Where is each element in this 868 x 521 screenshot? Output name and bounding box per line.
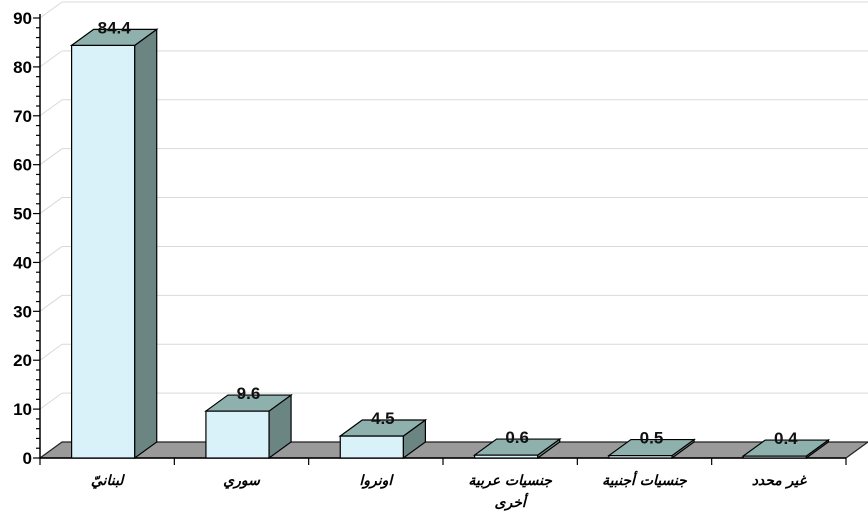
data-labels: 84.4 9.6 4.5 0.6 0.5 0.4 bbox=[98, 18, 799, 448]
category-label-line: اونروا bbox=[359, 473, 394, 489]
y-tick-label: 20 bbox=[13, 351, 32, 370]
category-label: جنسيات عربية أخرى bbox=[468, 473, 553, 511]
gridline-side bbox=[39, 148, 63, 166]
y-tick-label: 80 bbox=[13, 58, 32, 77]
gridlines bbox=[39, 1, 868, 410]
bar-top bbox=[69, 28, 159, 46]
category-label: غير محدد bbox=[752, 473, 808, 489]
gridline-side bbox=[39, 392, 63, 410]
x-axis bbox=[39, 457, 847, 465]
y-tick-label: 30 bbox=[13, 302, 32, 321]
category-label: لبنانيّ bbox=[91, 473, 125, 489]
y-tick-label: 10 bbox=[13, 400, 32, 419]
category-label: اونروا bbox=[359, 473, 394, 489]
category-label-line: غير محدد bbox=[752, 473, 808, 489]
gridline-side bbox=[39, 1, 63, 19]
category-label-line: لبنانيّ bbox=[91, 473, 125, 489]
y-tick-label: 60 bbox=[13, 156, 32, 175]
data-label: 0.6 bbox=[505, 428, 529, 447]
bar-front bbox=[205, 410, 270, 459]
category-label: سوري bbox=[223, 473, 261, 489]
bar-top bbox=[472, 438, 562, 456]
bar-top bbox=[607, 438, 696, 457]
bar-front bbox=[70, 44, 136, 459]
bar-side bbox=[134, 28, 158, 460]
data-label: 0.4 bbox=[774, 429, 798, 448]
y-tick-label: 90 bbox=[13, 9, 32, 28]
data-label: 84.4 bbox=[98, 18, 132, 37]
gridline-side bbox=[39, 197, 63, 214]
category-label-line: أخرى bbox=[495, 492, 529, 511]
bar-front bbox=[339, 435, 405, 459]
bar-top bbox=[741, 439, 831, 457]
data-label: 0.5 bbox=[640, 429, 664, 448]
category-label: جنسيات أجنبية bbox=[602, 470, 688, 489]
gridline-side bbox=[39, 50, 63, 68]
category-label-line: سوري bbox=[223, 473, 261, 489]
bars bbox=[69, 28, 831, 460]
y-tick-label: 50 bbox=[13, 205, 32, 224]
gridline-side bbox=[39, 246, 63, 263]
y-axis: 0 10 20 30 40 50 60 70 80 90 bbox=[13, 9, 41, 468]
category-labels: لبنانيّ سوري اونروا جنسيات عربية أخرىجنسيات … bbox=[91, 470, 808, 511]
gridline-side bbox=[39, 99, 63, 117]
y-tick-label: 40 bbox=[13, 253, 32, 272]
gridline-side bbox=[39, 294, 63, 312]
bar-top bbox=[204, 394, 293, 412]
y-tick-label: 70 bbox=[13, 107, 32, 126]
data-label: 9.6 bbox=[237, 384, 261, 403]
bar-top bbox=[338, 419, 428, 437]
category-label-line: جنسيات عربية bbox=[468, 473, 553, 489]
category-label-line: جنسيات أجنبية bbox=[602, 470, 688, 489]
y-tick-label: 0 bbox=[23, 449, 32, 468]
gridline-side bbox=[39, 343, 63, 361]
data-label: 4.5 bbox=[371, 409, 395, 428]
